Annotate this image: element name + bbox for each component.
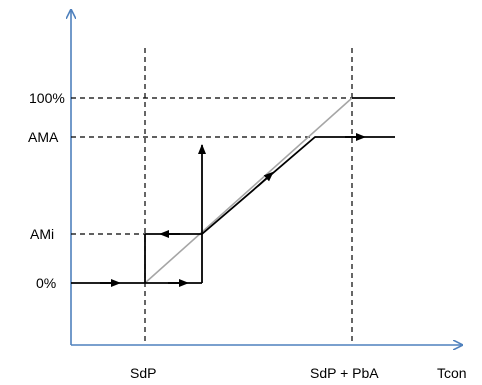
label-tcon: Tcon (437, 365, 467, 381)
ideal-proportional-line (144, 97, 353, 284)
arrow-ramp (257, 171, 274, 187)
y-labels: 100% AMA AMi 0% (28, 90, 65, 291)
label-100: 100% (29, 90, 65, 106)
label-sdp-pba: SdP + PbA (310, 365, 379, 381)
label-ami: AMi (30, 226, 54, 242)
direction-arrows (100, 133, 366, 287)
label-zero: 0% (36, 275, 56, 291)
output-curve (71, 97, 395, 284)
x-labels: SdP SdP + PbA Tcon (130, 365, 467, 381)
label-sdp: SdP (130, 365, 156, 381)
label-ama: AMA (28, 129, 59, 145)
axes (71, 9, 463, 345)
guide-lines (71, 48, 353, 345)
